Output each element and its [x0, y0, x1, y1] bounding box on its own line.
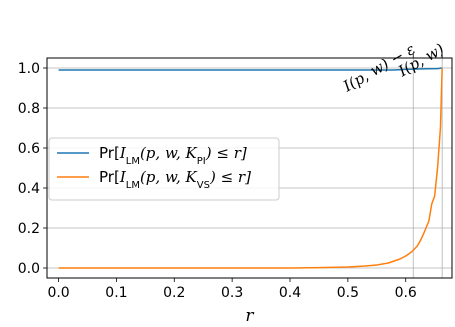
- series-line: [58, 67, 443, 269]
- x-tick-label: 0.1: [105, 285, 127, 301]
- x-axis-title: r: [245, 306, 254, 326]
- series-line: [58, 67, 443, 71]
- legend-label: Pr[ILM(p, w, KPI) ≤ r]: [99, 144, 247, 167]
- y-tick-label: 0.0: [18, 261, 40, 277]
- series-layer: [58, 67, 443, 269]
- legend: Pr[ILM(p, w, KPI) ≤ r]Pr[ILM(p, w, KVS) …: [48, 137, 280, 201]
- x-tick-label: 0.5: [337, 285, 359, 301]
- x-tick-label: 0.4: [279, 285, 301, 301]
- y-tick-label: 0.6: [18, 141, 40, 157]
- y-tick-label: 0.2: [18, 221, 40, 237]
- x-tick-label: 0.2: [163, 285, 185, 301]
- y-tick-label: 0.8: [18, 101, 40, 117]
- y-tick-label: 0.4: [18, 181, 40, 197]
- x-tick-label: 0.3: [221, 285, 243, 301]
- x-tick-label: 0.6: [395, 285, 417, 301]
- plot-frame: [46, 57, 453, 279]
- y-tick-label: 1.0: [18, 61, 40, 77]
- tick-layer: 0.0 0.1 0.2 0.3 0.4 0.5 0.6 0.0 0.2 0.4 0.6 0.8 1.0: [18, 54, 443, 301]
- x-tick-label: 0.0: [47, 285, 69, 301]
- legend-box: [48, 137, 280, 201]
- reference-lines: [412, 58, 443, 278]
- legend-label: Pr[ILM(p, w, KVS) ≤ r]: [99, 168, 251, 191]
